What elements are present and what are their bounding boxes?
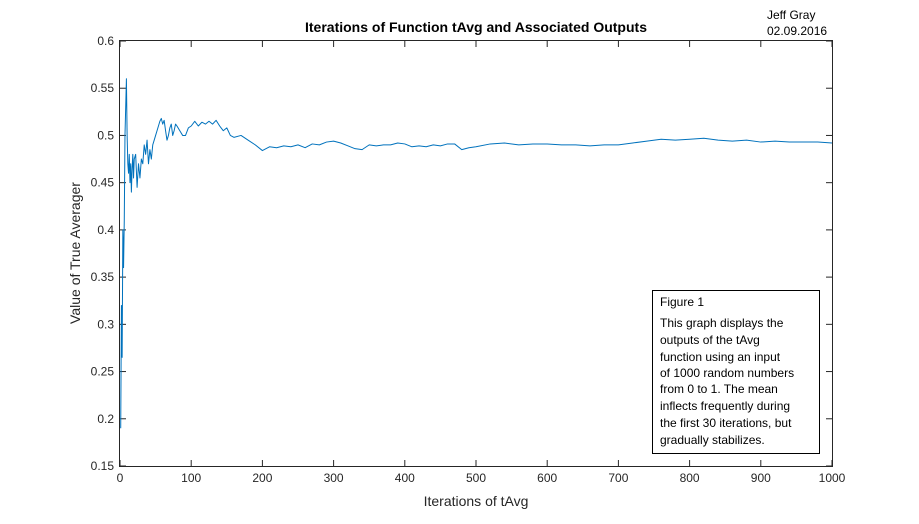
y-tick-label: 0.25 [91,365,115,379]
x-tick-label: 200 [252,471,272,485]
y-tick-label: 0.2 [97,412,114,426]
annotation-line: inflects frequently during [660,399,790,413]
x-tick-label: 0 [117,471,124,485]
x-tick-label: 1000 [819,471,846,485]
x-axis-ticks: 0 100 200 300 400 500 600 700 800 900 1000 [117,41,846,485]
annotation-line: of 1000 random numbers [660,366,794,380]
y-tick-label: 0.4 [97,223,114,237]
annotation-line: the first 30 iterations, but [660,416,792,430]
y-tick-label: 0.5 [97,128,114,142]
author-date: 02.09.2016 [767,24,827,38]
annotation-line: This graph displays the [660,316,784,330]
annotation-line: Figure 1 [660,295,704,309]
annotation-box: Figure 1 This graph displays the outputs… [652,290,820,454]
annotation-line: outputs of the tAvg [660,333,760,347]
y-tick-label: 0.35 [91,270,115,284]
x-tick-label: 500 [466,471,486,485]
x-tick-label: 400 [395,471,415,485]
x-tick-label: 300 [324,471,344,485]
y-tick-label: 0.55 [91,81,115,95]
annotation-line: gradually stabilizes. [660,433,765,447]
x-tick-label: 800 [680,471,700,485]
author-name: Jeff Gray [767,8,815,22]
x-tick-label: 100 [181,471,201,485]
series-layer [120,78,833,429]
y-tick-label: 0.3 [97,317,114,331]
x-axis-label: Iterations of tAvg [424,493,529,509]
y-axis-label: Value of True Averager [67,182,83,324]
series-line [120,78,833,429]
annotation-frame [652,290,820,454]
x-tick-label: 600 [537,471,557,485]
y-tick-label: 0.6 [97,34,114,48]
x-tick-label: 900 [751,471,771,485]
x-tick-label: 700 [608,471,628,485]
chart-title: Iterations of Function tAvg and Associat… [305,19,647,35]
annotation-line: from 0 to 1. The mean [660,382,778,396]
y-tick-label: 0.45 [91,176,115,190]
y-tick-label: 0.15 [91,459,115,473]
y-axis-ticks: 0.15 0.2 0.25 0.3 0.35 0.4 0.45 0.5 0.55 0.6 [91,34,832,473]
annotation-line: function using an input [660,350,781,364]
